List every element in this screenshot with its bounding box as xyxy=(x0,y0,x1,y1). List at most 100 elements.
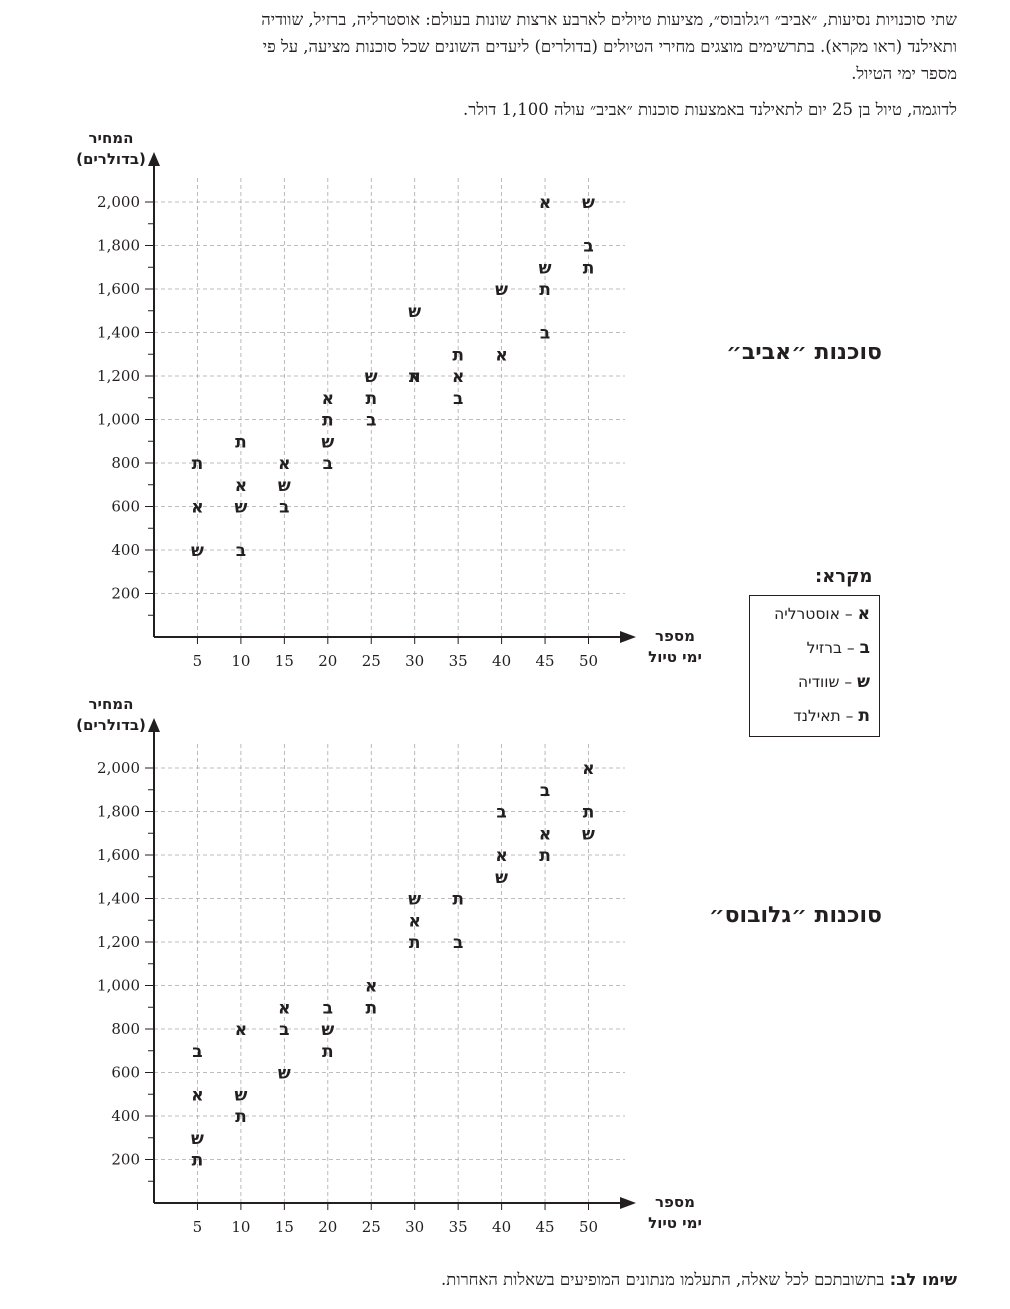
data-point: ש xyxy=(234,498,247,518)
x-tick-label: 25 xyxy=(362,1218,381,1236)
data-point: ב xyxy=(540,781,550,801)
series: ב ב ב ב ב ב xyxy=(192,781,550,1062)
y-tick-label: 2,000 xyxy=(97,193,140,211)
data-point: ש xyxy=(408,302,421,322)
y-tick-label: 1,600 xyxy=(97,846,140,864)
y-tick-label: 1,800 xyxy=(97,803,140,821)
x-axis-arrow xyxy=(620,631,636,643)
y-tick-label: 1,200 xyxy=(97,367,140,385)
x-tick-label: 35 xyxy=(449,1218,468,1236)
x-tick-label: 15 xyxy=(275,652,294,670)
data-point: א xyxy=(278,454,290,474)
data-point: ב xyxy=(323,998,333,1018)
data-point: א xyxy=(409,911,421,931)
data-point: א xyxy=(452,367,464,387)
series: א א א א א א א א xyxy=(191,193,551,518)
y-tick-label: 1,400 xyxy=(97,324,140,342)
chart-title-globus: סוכנות ״גלובוס״ xyxy=(708,903,882,928)
y-tick-label: 200 xyxy=(111,585,140,603)
data-point: ב xyxy=(366,411,376,431)
x-tick-label: 40 xyxy=(492,1218,511,1236)
y-axis-arrow xyxy=(148,152,160,166)
y-axis-label-line1: המחיר xyxy=(88,129,134,147)
y-tick-label: 1,000 xyxy=(97,411,140,429)
data-point: ש xyxy=(495,280,508,300)
data-point: א xyxy=(582,759,594,779)
series: ש ש ש ש ש ש ש xyxy=(191,824,595,1149)
data-point: א xyxy=(495,846,507,866)
y-tick-label: 2,000 xyxy=(97,759,140,777)
data-point: א xyxy=(365,977,377,997)
data-point: ש xyxy=(408,890,421,910)
x-axis-arrow xyxy=(620,1197,636,1209)
y-axis-arrow xyxy=(148,718,160,732)
data-point: ש xyxy=(278,476,291,496)
legend-code: א xyxy=(857,604,870,624)
data-point: ב xyxy=(279,498,289,518)
grid xyxy=(154,178,625,637)
y-tick-label: 800 xyxy=(111,454,140,472)
data-point: א xyxy=(235,476,247,496)
x-axis-label-line1: מספר xyxy=(655,1193,695,1211)
data-point: ת xyxy=(235,1107,247,1127)
data-point: ש xyxy=(321,432,334,452)
y-tick-label: 600 xyxy=(111,1064,140,1082)
x-tick-label: 20 xyxy=(318,1218,337,1236)
y-tick-label: 1,200 xyxy=(97,933,140,951)
data-point: ת xyxy=(322,411,334,431)
x-tick-label: 40 xyxy=(492,652,511,670)
grid xyxy=(154,744,625,1203)
data-point: ת xyxy=(192,454,204,474)
y-tick-label: 800 xyxy=(111,1020,140,1038)
data-point: ב xyxy=(453,389,463,409)
data-point: א xyxy=(409,367,421,387)
data-point: ת xyxy=(583,803,595,823)
legend-code: ב xyxy=(859,638,870,658)
chart-title-aviv: סוכנות ״אביב״ xyxy=(726,340,882,365)
data-point: ב xyxy=(323,454,333,474)
legend-name: שוודיה xyxy=(797,673,840,691)
x-tick-label: 25 xyxy=(362,652,381,670)
data-point: ב xyxy=(496,803,506,823)
legend-item-australia: א – אוסטרליה xyxy=(774,604,870,624)
data-point: ש xyxy=(539,258,552,278)
series: ש ש ש ש ש ש ש ש ש xyxy=(191,193,595,561)
data-point: ת xyxy=(409,367,421,387)
data-point: ש xyxy=(365,367,378,387)
globus-scatter-chart: 200 400 600 800 1,000 1,200 1,400 1,600 1,800 2,0… xyxy=(97,718,636,1236)
x-axis-label-line2: ימי טיול xyxy=(648,648,702,666)
x-tick-label: 50 xyxy=(579,652,598,670)
intro-text: שתי סוכנויות נסיעות, ״אביב״ ו״גלובוס״, מ… xyxy=(105,6,957,87)
y-tick-label: 1,600 xyxy=(97,280,140,298)
x-tick-label: 10 xyxy=(231,652,250,670)
data-point: ב xyxy=(540,324,550,344)
legend-code: ת xyxy=(858,706,870,726)
data-point: ת xyxy=(365,389,377,409)
x-axis-label-line1: מספר xyxy=(655,627,695,645)
data-point: ת xyxy=(235,432,247,452)
x-tick-label: 20 xyxy=(318,652,337,670)
y-tick-label: 400 xyxy=(111,541,140,559)
intro-line: מספר ימי הטיול. xyxy=(851,64,957,83)
data-point: א xyxy=(539,193,551,213)
y-tick-label: 200 xyxy=(111,1151,140,1169)
y-tick-label: 1,800 xyxy=(97,237,140,255)
aviv-scatter-chart: 200 400 600 800 1,000 1,200 1,400 1,600 1,800 2,0… xyxy=(97,152,636,670)
data-point: א xyxy=(278,998,290,1018)
y-axis-label: המחיר (בדולרים) xyxy=(51,694,171,736)
data-point: א xyxy=(191,1085,203,1105)
x-tick-label: 10 xyxy=(231,1218,250,1236)
data-point: ש xyxy=(234,1085,247,1105)
data-point: ש xyxy=(278,1064,291,1084)
y-tick-label: 400 xyxy=(111,1107,140,1125)
data-point: ש xyxy=(321,1020,334,1040)
data-point: א xyxy=(322,389,334,409)
y-axis-label-line2: (בדולרים) xyxy=(76,150,146,168)
data-point: ת xyxy=(452,890,464,910)
y-tick-label: 600 xyxy=(111,498,140,516)
data-point: ב xyxy=(236,541,246,561)
x-axis-label: מספר ימי טיול xyxy=(630,1192,720,1234)
data-point: ב xyxy=(453,933,463,953)
data-point: ת xyxy=(192,1151,204,1171)
x-tick-label: 50 xyxy=(579,1218,598,1236)
